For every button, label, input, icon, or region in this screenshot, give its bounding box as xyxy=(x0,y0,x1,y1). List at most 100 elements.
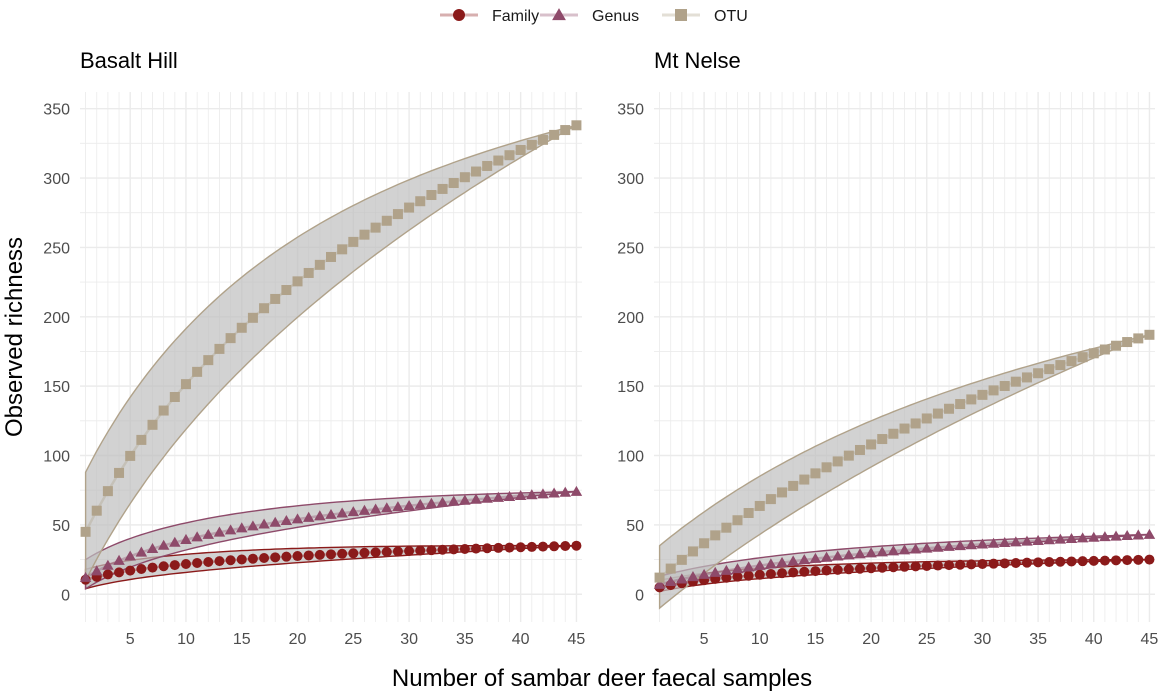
markers-otu xyxy=(654,329,1155,583)
markers-genus xyxy=(653,528,1156,589)
point-otu xyxy=(676,554,687,565)
point-family xyxy=(147,562,158,573)
point-family xyxy=(1044,557,1055,568)
point-genus xyxy=(1121,529,1133,541)
point-otu xyxy=(147,419,158,430)
x-tick-label: 40 xyxy=(1085,631,1103,648)
point-family xyxy=(560,540,571,551)
y-tick-label: 100 xyxy=(43,449,70,466)
point-otu xyxy=(281,285,292,296)
x-tick-label: 30 xyxy=(974,631,992,648)
point-genus xyxy=(280,514,293,526)
point-genus xyxy=(843,549,855,560)
point-genus xyxy=(180,533,192,544)
point-genus xyxy=(403,499,415,511)
point-otu xyxy=(687,546,698,557)
point-otu xyxy=(910,418,921,429)
point-otu xyxy=(877,434,888,445)
point-genus xyxy=(381,502,393,513)
point-otu xyxy=(1111,340,1122,351)
point-genus xyxy=(548,487,560,498)
y-tick-label: 50 xyxy=(52,518,70,535)
point-otu xyxy=(1088,348,1099,359)
point-genus xyxy=(809,552,822,563)
point-otu xyxy=(1021,372,1032,383)
y-tick-label: 200 xyxy=(43,310,70,327)
point-otu xyxy=(526,139,537,150)
point-family xyxy=(337,548,348,559)
point-genus xyxy=(698,568,710,579)
point-family xyxy=(169,560,180,571)
point-otu xyxy=(482,160,493,171)
point-family xyxy=(526,541,537,552)
point-family xyxy=(114,567,125,578)
point-genus xyxy=(742,561,755,572)
point-family xyxy=(1088,555,1099,566)
point-family xyxy=(843,564,854,575)
point-family xyxy=(765,568,776,579)
point-genus xyxy=(932,541,944,552)
y-tick-label: 150 xyxy=(617,379,644,396)
point-family xyxy=(459,543,470,554)
point-family xyxy=(899,561,910,572)
point-family xyxy=(1133,554,1144,565)
point-family xyxy=(102,569,113,580)
point-otu xyxy=(699,538,710,549)
point-genus xyxy=(459,494,471,505)
y-tick-label: 0 xyxy=(61,587,70,604)
point-genus xyxy=(570,485,583,496)
point-otu xyxy=(1010,376,1021,387)
point-genus xyxy=(481,492,493,503)
point-genus xyxy=(102,559,114,570)
y-tick-label: 150 xyxy=(43,379,70,396)
point-otu xyxy=(560,125,571,136)
point-otu xyxy=(888,428,899,439)
point-genus xyxy=(664,575,677,587)
point-genus xyxy=(1032,534,1044,545)
point-otu xyxy=(471,166,482,177)
point-otu xyxy=(337,244,348,255)
point-genus xyxy=(998,536,1011,548)
point-family xyxy=(999,558,1010,569)
point-genus xyxy=(314,510,326,521)
point-genus xyxy=(987,537,1000,548)
point-genus xyxy=(653,578,666,589)
point-family xyxy=(977,559,988,570)
point-genus xyxy=(526,489,538,500)
x-tick-label: 15 xyxy=(233,631,251,648)
x-tick-label: 30 xyxy=(400,631,418,648)
legend-marker-family xyxy=(453,9,465,21)
markers-family xyxy=(654,554,1155,593)
point-otu xyxy=(292,276,303,287)
point-family xyxy=(944,560,955,571)
point-family xyxy=(821,565,832,576)
point-genus xyxy=(1099,531,1111,542)
point-genus xyxy=(392,501,404,512)
legend-item-genus: Genus xyxy=(540,8,639,25)
legend-marker-otu xyxy=(675,9,687,21)
point-otu xyxy=(225,333,236,344)
point-otu xyxy=(1044,364,1055,375)
point-otu xyxy=(777,487,788,498)
point-genus xyxy=(676,573,688,584)
point-otu xyxy=(247,312,258,323)
point-genus xyxy=(776,556,788,567)
point-family xyxy=(180,558,191,569)
point-genus xyxy=(358,504,371,515)
point-otu xyxy=(381,215,392,226)
point-otu xyxy=(259,303,270,314)
point-otu xyxy=(854,444,865,455)
point-otu xyxy=(944,403,955,414)
point-family xyxy=(236,554,247,565)
point-family xyxy=(326,549,336,560)
point-family xyxy=(1033,557,1044,568)
point-otu xyxy=(549,129,560,140)
point-otu xyxy=(1144,329,1155,340)
point-genus xyxy=(976,538,989,549)
point-genus xyxy=(787,555,799,566)
point-family xyxy=(281,551,292,562)
point-family xyxy=(549,541,560,552)
y-tick-label: 50 xyxy=(626,518,644,535)
point-family xyxy=(1077,556,1088,567)
